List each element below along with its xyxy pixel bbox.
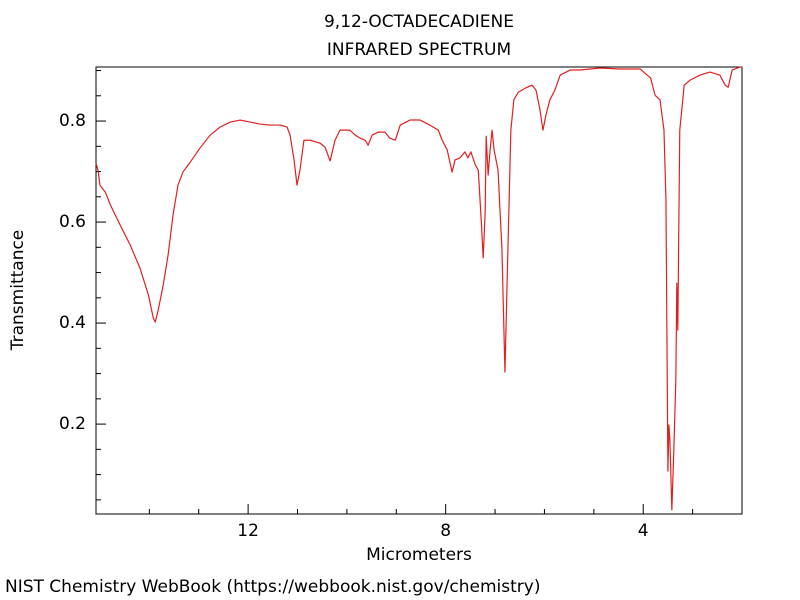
- y-tick-label: 0.2: [59, 414, 86, 434]
- x-axis-label: Micrometers: [366, 545, 472, 565]
- chart-title: 9,12-OCTADECADIENE: [324, 12, 514, 32]
- y-tick-label: 0.6: [59, 212, 86, 232]
- y-axis-label: Transmittance: [8, 230, 28, 352]
- plot-frame: [95, 66, 743, 515]
- spectrum-line: [95, 66, 742, 511]
- y-tick-label: 0.4: [59, 313, 86, 333]
- y-tick-label: 0.8: [59, 111, 86, 131]
- x-tick-label: 4: [638, 521, 649, 541]
- chart-subtitle: INFRARED SPECTRUM: [327, 40, 511, 60]
- x-tick-label: 12: [237, 521, 259, 541]
- source-note: NIST Chemistry WebBook (https://webbook.…: [5, 577, 540, 597]
- x-tick-label: 8: [440, 521, 451, 541]
